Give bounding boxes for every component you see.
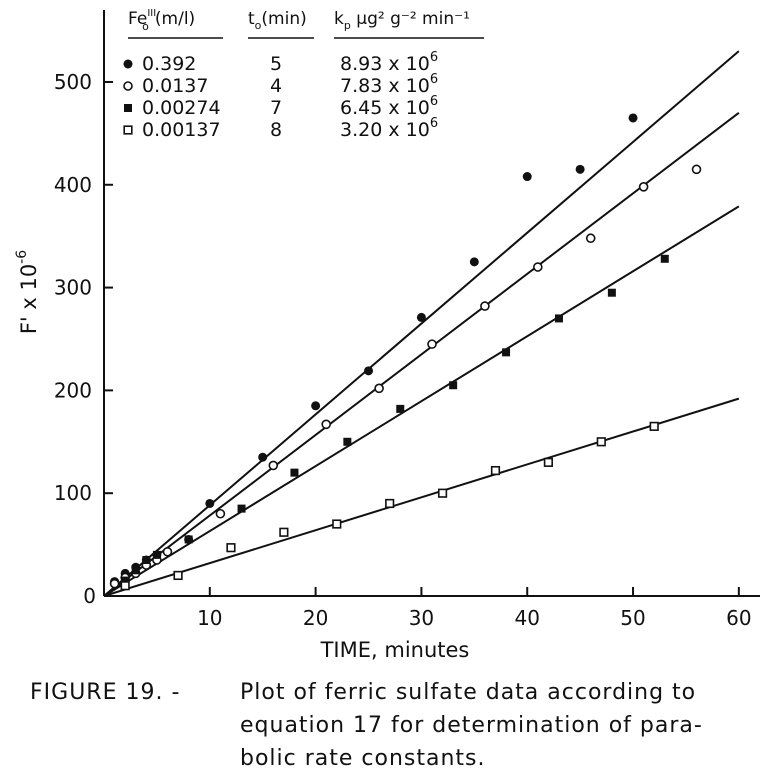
legend-t0-value: 4 — [270, 75, 282, 97]
x-tick-label: 20 — [303, 606, 328, 630]
y-tick-label: 300 — [54, 276, 92, 300]
data-point-open-square — [437, 488, 448, 498]
y-tick-label: 400 — [54, 173, 92, 197]
data-point-filled-square — [554, 314, 563, 323]
x-tick-label: 10 — [197, 606, 222, 630]
data-point-open-square — [173, 570, 183, 581]
data-point-open-square — [332, 519, 342, 529]
data-point-filled-square — [607, 288, 616, 297]
data-point-open-circle — [374, 383, 384, 394]
data-point-filled-square — [131, 566, 140, 575]
chart: 10 20 30 40 50 60 0 100 200 300 400 500 FeIII o (m/l)… — [14, 8, 760, 662]
data-point-open-circle — [321, 419, 331, 430]
data-point-open-circle — [215, 508, 226, 519]
data-point-filled-circle — [628, 113, 638, 123]
fit-lines — [103, 50, 740, 597]
data-point-filled-circle — [311, 401, 321, 411]
data-point-filled-circle — [258, 452, 268, 462]
data-point-filled-circle — [522, 172, 532, 182]
data-point-filled-square — [124, 104, 132, 112]
data-point-open-square — [226, 543, 236, 553]
figure-caption-label: FIGURE 19. - — [30, 680, 181, 705]
y-tick-label: 100 — [54, 481, 92, 505]
data-point-filled-square — [290, 468, 299, 477]
y-tick-label: 0 — [83, 584, 96, 608]
y-tick-label: 200 — [54, 378, 92, 402]
data-point-filled-square — [152, 550, 161, 559]
axes: 10 20 30 40 50 60 0 100 200 300 400 500 — [54, 10, 760, 630]
x-tick-label: 40 — [514, 606, 539, 630]
legend-header: FeIII o (m/l) — [128, 8, 195, 33]
data-point-open-square — [279, 527, 289, 537]
legend-kp-value: 8.93 x 106 — [340, 50, 438, 75]
legend-kp-value: 3.20 x 106 — [340, 116, 438, 141]
legend-fe-value: 0.00137 — [142, 119, 221, 141]
data-point-filled-square — [449, 381, 458, 390]
data-point-open-circle — [585, 233, 596, 244]
data-point-filled-circle — [364, 366, 374, 376]
figure-caption-line-2: equation 17 for determination of para- — [240, 713, 703, 738]
data-point-open-square — [120, 581, 130, 591]
data-point-filled-square — [396, 404, 405, 413]
x-tick-label: 30 — [409, 606, 434, 630]
legend-fe-value: 0.00274 — [142, 97, 221, 119]
data-point-filled-circle — [205, 498, 215, 508]
figure-caption-line-3: bolic rate constants. — [240, 746, 486, 771]
data-point-filled-square — [343, 437, 352, 446]
data-point-open-circle — [268, 460, 279, 471]
data-point-open-circle — [162, 546, 173, 557]
data-point-open-square — [543, 457, 553, 467]
legend-fe-value: 0.392 — [142, 53, 196, 75]
data-point-filled-square — [184, 535, 193, 544]
legend: FeIII o (m/l) to(min) kp μg² g⁻² min⁻¹ 0.392 5… — [123, 8, 484, 141]
data-point-filled-circle — [575, 164, 585, 174]
fit-line-filled-square — [103, 205, 740, 597]
y-tick-label: 500 — [54, 70, 92, 94]
legend-header: kp μg² g⁻² min⁻¹ — [334, 9, 470, 32]
data-point-filled-square — [660, 254, 669, 263]
data-point-filled-square — [121, 576, 130, 585]
fit-line-open-circle — [103, 112, 740, 597]
data-point-open-circle — [480, 301, 490, 311]
legend-header: to(min) — [248, 9, 307, 32]
data-point-open-square — [385, 498, 395, 509]
fit-line-open-square — [103, 397, 740, 597]
legend-kp-value: 7.83 x 106 — [340, 72, 438, 97]
data-point-filled-circle — [469, 257, 479, 267]
data-point-open-circle — [533, 262, 543, 272]
x-tick-label: 60 — [726, 606, 751, 630]
data-point-open-square — [123, 125, 133, 135]
legend-t0-value: 8 — [270, 119, 282, 141]
y-axis-label: F' x 10-6 — [14, 250, 41, 334]
data-point-open-circle — [638, 182, 649, 192]
legend-t0-value: 5 — [270, 53, 282, 75]
x-tick-label: 50 — [620, 606, 645, 630]
data-point-filled-square — [237, 504, 246, 513]
legend-kp-value: 6.45 x 106 — [340, 94, 438, 119]
data-point-filled-square — [142, 556, 151, 565]
data-point-open-circle — [109, 578, 120, 589]
legend-t0-value: 7 — [270, 97, 282, 119]
data-point-open-circle — [691, 164, 702, 175]
data-point-filled-circle — [123, 59, 133, 69]
data-points — [109, 113, 702, 591]
x-axis-label: TIME, minutes — [320, 638, 470, 662]
figure-caption-line-1: Plot of ferric sulfate data according to — [240, 680, 697, 705]
data-point-open-square — [649, 421, 659, 431]
data-point-open-circle — [427, 339, 437, 349]
data-point-open-square — [596, 437, 606, 447]
legend-fe-value: 0.0137 — [142, 75, 208, 97]
data-point-open-square — [490, 465, 501, 476]
data-point-filled-square — [502, 348, 511, 357]
data-point-open-circle — [123, 81, 133, 91]
y-axis-label-exponent: -6 — [14, 250, 30, 264]
data-point-filled-circle — [416, 312, 426, 322]
